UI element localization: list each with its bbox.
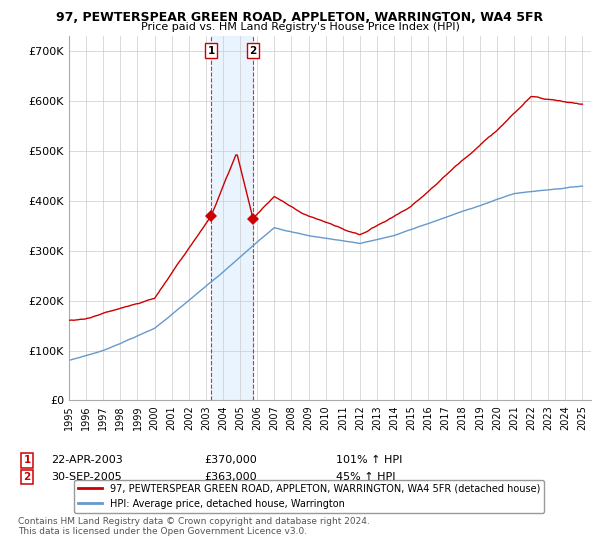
Text: 101% ↑ HPI: 101% ↑ HPI: [336, 455, 403, 465]
Text: Price paid vs. HM Land Registry's House Price Index (HPI): Price paid vs. HM Land Registry's House …: [140, 22, 460, 32]
Text: 97, PEWTERSPEAR GREEN ROAD, APPLETON, WARRINGTON, WA4 5FR: 97, PEWTERSPEAR GREEN ROAD, APPLETON, WA…: [56, 11, 544, 24]
Text: 2: 2: [23, 472, 31, 482]
Text: £363,000: £363,000: [204, 472, 257, 482]
Text: 22-APR-2003: 22-APR-2003: [51, 455, 123, 465]
Text: Contains HM Land Registry data © Crown copyright and database right 2024.
This d: Contains HM Land Registry data © Crown c…: [18, 517, 370, 536]
Text: 1: 1: [208, 45, 215, 55]
Text: 30-SEP-2005: 30-SEP-2005: [51, 472, 122, 482]
Text: £370,000: £370,000: [204, 455, 257, 465]
Text: 45% ↑ HPI: 45% ↑ HPI: [336, 472, 395, 482]
Text: 1: 1: [23, 455, 31, 465]
Legend: 97, PEWTERSPEAR GREEN ROAD, APPLETON, WARRINGTON, WA4 5FR (detached house), HPI:: 97, PEWTERSPEAR GREEN ROAD, APPLETON, WA…: [74, 480, 544, 512]
Bar: [211, 36, 253, 400]
Text: 2: 2: [250, 45, 257, 55]
